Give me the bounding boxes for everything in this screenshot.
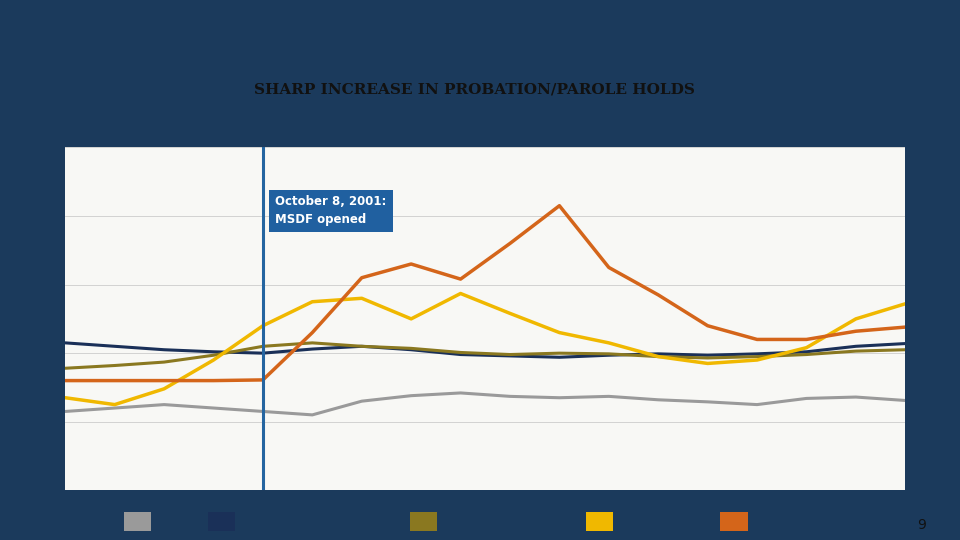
Text: October 8, 2001:
MSDF opened: October 8, 2001: MSDF opened bbox=[276, 195, 387, 226]
Bar bbox=[410, 512, 437, 531]
Text: 9: 9 bbox=[918, 518, 926, 532]
Bar bbox=[721, 512, 748, 531]
Bar bbox=[586, 512, 613, 531]
Text: SHARP INCREASE IN PROBATION/PAROLE HOLDS: SHARP INCREASE IN PROBATION/PAROLE HOLDS bbox=[254, 83, 695, 97]
Bar bbox=[124, 512, 152, 531]
Bar bbox=[208, 512, 235, 531]
